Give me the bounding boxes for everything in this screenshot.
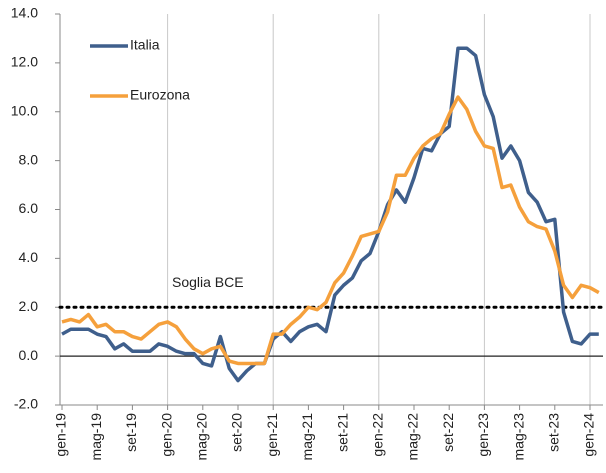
- x-tick-label: gen-20: [158, 413, 174, 457]
- x-tick-label: gen-23: [475, 413, 491, 457]
- series-line: [61, 95, 600, 366]
- y-tick-label: -2.0: [14, 396, 38, 412]
- x-tick-label: mag-23: [510, 413, 526, 461]
- legend-label: Eurozona: [130, 87, 190, 103]
- y-tick-label: 4.0: [19, 249, 39, 265]
- x-tick-label: gen-19: [53, 413, 69, 457]
- y-tick-label: 12.0: [11, 54, 38, 70]
- series-line: [61, 46, 599, 383]
- x-tick-label: set-22: [440, 413, 456, 452]
- threshold-label: Soglia BCE: [172, 274, 244, 290]
- x-tick-label: gen-24: [581, 413, 597, 457]
- x-tick-label: set-20: [229, 413, 245, 452]
- x-tick-label: gen-21: [264, 413, 280, 457]
- x-tick-label: mag-22: [405, 413, 421, 461]
- y-tick-label: 2.0: [19, 298, 39, 314]
- x-tick-label: set-23: [546, 413, 562, 452]
- x-tick-label: gen-22: [370, 413, 386, 457]
- y-tick-label: 8.0: [19, 151, 39, 167]
- legend-label: Italia: [130, 37, 160, 53]
- y-tick-label: 0.0: [19, 347, 39, 363]
- x-tick-label: mag-19: [88, 413, 104, 461]
- y-tick-label: 10.0: [11, 102, 38, 118]
- y-tick-label: 6.0: [19, 200, 39, 216]
- x-tick-label: mag-20: [194, 413, 210, 461]
- x-tick-label: set-19: [123, 413, 139, 452]
- y-tick-label: 14.0: [11, 5, 38, 21]
- x-tick-label: mag-21: [299, 413, 315, 461]
- x-tick-label: set-21: [334, 413, 350, 452]
